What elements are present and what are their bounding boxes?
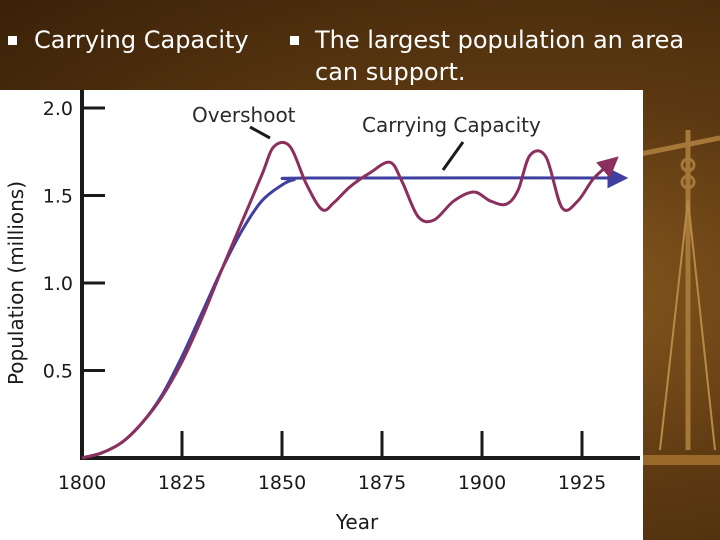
x-tick-label: 1825: [158, 472, 206, 494]
y-tick-label: 0.5: [43, 361, 73, 383]
capacity-series-line: [81, 167, 629, 460]
x-tick-label: 1875: [358, 472, 406, 494]
annotation-carrying-capacity: Carrying Capacity: [362, 113, 541, 137]
bullet-definition: The largest population an area can suppo…: [290, 24, 710, 88]
bullet-carrying-capacity: Carrying Capacity: [8, 24, 249, 56]
x-tick-label: 1900: [458, 472, 506, 494]
x-tick-label: 1800: [58, 472, 106, 494]
y-tick-label: 2.0: [43, 98, 73, 120]
square-bullet-icon: [290, 36, 299, 45]
square-bullet-icon: [8, 36, 17, 45]
overshoot-leader-line: [249, 125, 271, 140]
overshoot-series-line: [81, 140, 619, 460]
bullet-text: The largest population an area can suppo…: [315, 26, 685, 86]
population-chart: 0.5 1.0 1.5 2.0 1800 1825 1850 1875 1900 1925 Ove…: [4, 90, 640, 534]
x-tick-label: 1850: [258, 472, 306, 494]
x-tick-label: 1925: [558, 472, 606, 494]
bullet-text: Carrying Capacity: [34, 26, 249, 54]
annotation-overshoot: Overshoot: [192, 103, 296, 127]
y-tick-label: 1.0: [43, 273, 73, 295]
y-tick-label: 1.5: [43, 186, 73, 208]
capacity-leader-line: [441, 141, 465, 171]
chart-panel: 0.5 1.0 1.5 2.0 1800 1825 1850 1875 1900 1925 Ove…: [0, 90, 643, 540]
x-axis-title: Year: [335, 510, 379, 534]
y-axis-title: Population (millions): [4, 181, 28, 385]
balance-scale-icon: [634, 130, 720, 465]
